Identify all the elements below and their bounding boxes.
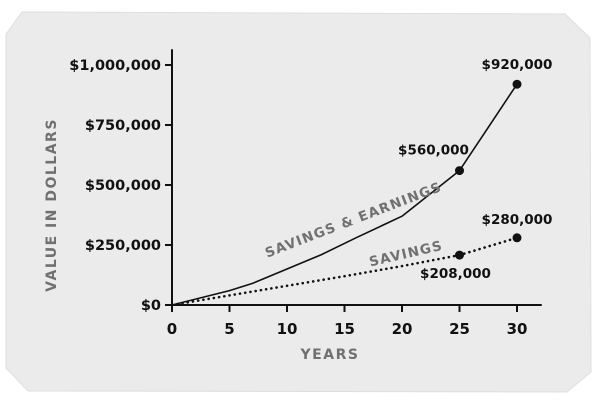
x-axis-title: YEARS <box>300 347 360 363</box>
savings-earnings-line <box>171 83 518 306</box>
x-tick-label: 0 <box>167 320 177 338</box>
data-label: $208,000 <box>420 266 491 282</box>
x-tick-label: 25 <box>449 320 470 338</box>
data-label: $560,000 <box>398 143 469 159</box>
x-tick-label: 20 <box>392 320 413 338</box>
card-background <box>5 11 592 393</box>
x-tick-label: 30 <box>507 320 528 338</box>
data-label: $280,000 <box>482 212 553 228</box>
y-tick-label: $500,000 <box>85 178 161 194</box>
data-point-marker <box>455 166 464 176</box>
y-axis-title: VALUE IN DOLLARS <box>44 118 60 292</box>
y-tick-label: $250,000 <box>85 238 161 254</box>
data-label: $920,000 <box>482 57 553 73</box>
x-tick-label: 5 <box>224 320 234 338</box>
x-tick-label: 10 <box>277 320 298 338</box>
data-point-marker <box>455 250 464 260</box>
y-tick-label: $0 <box>141 298 161 314</box>
y-tick-label: $750,000 <box>85 118 161 134</box>
data-point-marker <box>512 233 522 243</box>
data-point-marker <box>512 79 522 89</box>
x-tick-label: 15 <box>334 320 355 338</box>
y-tick-label: $1,000,000 <box>69 58 161 74</box>
